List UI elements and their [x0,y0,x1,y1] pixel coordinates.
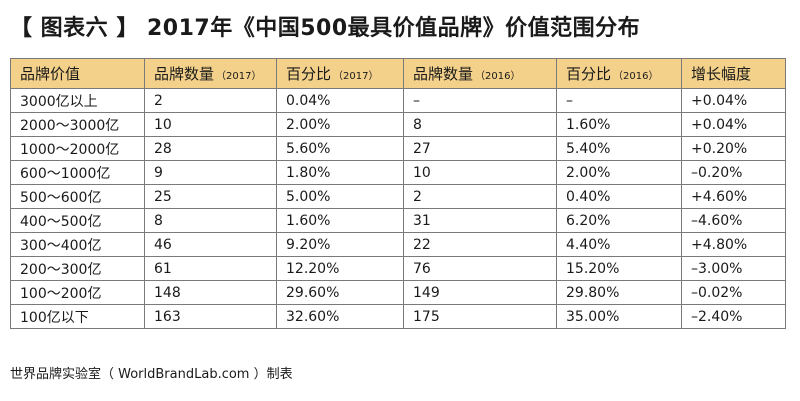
cell-growth: +0.20% [681,136,786,161]
cell-count-2017: 25 [144,184,277,209]
cell-growth: +4.60% [681,184,786,209]
cell-count-2016: 10 [403,160,557,185]
cell-percent-2016: 1.60% [556,112,682,137]
cell-count-2016: 31 [403,208,557,233]
header-percent-2017: 百分比 （2017） [276,58,404,89]
cell-growth: +0.04% [681,112,786,137]
cell-count-2016: 76 [403,256,557,281]
header-percent-2016: 百分比 （2016） [556,58,682,89]
table-row: 100亿以下 163 32.60% 175 35.00% –2.40% [10,304,786,329]
cell-percent-2016: 6.20% [556,208,682,233]
cell-growth: –3.00% [681,256,786,281]
table-row: 300～400亿 46 9.20% 22 4.40% +4.80% [10,232,786,257]
header-brand-value: 品牌价值 [10,58,145,89]
cell-value-range: 500～600亿 [10,184,145,209]
cell-value-range: 200～300亿 [10,256,145,281]
cell-value-range: 1000～2000亿 [10,136,145,161]
cell-percent-2017: 5.60% [276,136,404,161]
cell-count-2017: 148 [144,280,277,305]
chart-title: 【 图表六 】 2017年《中国500最具价值品牌》价值范围分布 [10,16,641,41]
cell-percent-2016: 4.40% [556,232,682,257]
cell-growth: +4.80% [681,232,786,257]
cell-percent-2016: 0.40% [556,184,682,209]
cell-growth: –0.20% [681,160,786,185]
value-distribution-table: 品牌价值 品牌数量 （2017） 百分比 （2017） 品牌数量 （2016） 百分比… [10,58,786,329]
cell-count-2016: 8 [403,112,557,137]
table-row: 1000～2000亿 28 5.60% 27 5.40% +0.20% [10,136,786,161]
cell-count-2017: 28 [144,136,277,161]
table-row: 3000亿以上 2 0.04% – – +0.04% [10,88,786,113]
cell-percent-2017: 0.04% [276,88,404,113]
cell-percent-2017: 29.60% [276,280,404,305]
cell-value-range: 100～200亿 [10,280,145,305]
cell-value-range: 2000～3000亿 [10,112,145,137]
header-growth: 增长幅度 [681,58,786,89]
cell-value-range: 400～500亿 [10,208,145,233]
cell-percent-2016: 2.00% [556,160,682,185]
cell-count-2017: 8 [144,208,277,233]
cell-percent-2017: 32.60% [276,304,404,329]
cell-count-2017: 2 [144,88,277,113]
cell-count-2016: 175 [403,304,557,329]
cell-value-range: 300～400亿 [10,232,145,257]
cell-percent-2016: – [556,88,682,113]
cell-percent-2017: 1.80% [276,160,404,185]
cell-percent-2017: 5.00% [276,184,404,209]
cell-percent-2017: 9.20% [276,232,404,257]
cell-percent-2016: 5.40% [556,136,682,161]
cell-value-range: 3000亿以上 [10,88,145,113]
cell-count-2016: 149 [403,280,557,305]
cell-count-2016: 2 [403,184,557,209]
cell-percent-2017: 12.20% [276,256,404,281]
cell-growth: +0.04% [681,88,786,113]
cell-count-2017: 61 [144,256,277,281]
cell-percent-2016: 29.80% [556,280,682,305]
table-row: 2000～3000亿 10 2.00% 8 1.60% +0.04% [10,112,786,137]
table-header-row: 品牌价值 品牌数量 （2017） 百分比 （2017） 品牌数量 （2016） 百分比… [10,58,786,89]
cell-percent-2017: 2.00% [276,112,404,137]
cell-count-2016: 27 [403,136,557,161]
cell-percent-2017: 1.60% [276,208,404,233]
cell-count-2016: – [403,88,557,113]
cell-growth: –4.60% [681,208,786,233]
cell-percent-2016: 35.00% [556,304,682,329]
source-note: 世界品牌实验室（ WorldBrandLab.com ）制表 [10,367,293,382]
header-brand-count-2017: 品牌数量 （2017） [144,58,277,89]
cell-count-2017: 46 [144,232,277,257]
cell-count-2017: 9 [144,160,277,185]
cell-count-2016: 22 [403,232,557,257]
cell-value-range: 100亿以下 [10,304,145,329]
header-brand-count-2016: 品牌数量 （2016） [403,58,557,89]
brand-value-table: 品牌价值 品牌数量 （2017） 百分比 （2017） 品牌数量 （2016） 百分比… [10,58,786,329]
cell-count-2017: 10 [144,112,277,137]
table-row: 200～300亿 61 12.20% 76 15.20% –3.00% [10,256,786,281]
table-row: 400～500亿 8 1.60% 31 6.20% –4.60% [10,208,786,233]
table-row: 600～1000亿 9 1.80% 10 2.00% –0.20% [10,160,786,185]
table-row: 100～200亿 148 29.60% 149 29.80% –0.02% [10,280,786,305]
cell-percent-2016: 15.20% [556,256,682,281]
cell-growth: –2.40% [681,304,786,329]
cell-value-range: 600～1000亿 [10,160,145,185]
table-row: 500～600亿 25 5.00% 2 0.40% +4.60% [10,184,786,209]
cell-growth: –0.02% [681,280,786,305]
cell-count-2017: 163 [144,304,277,329]
